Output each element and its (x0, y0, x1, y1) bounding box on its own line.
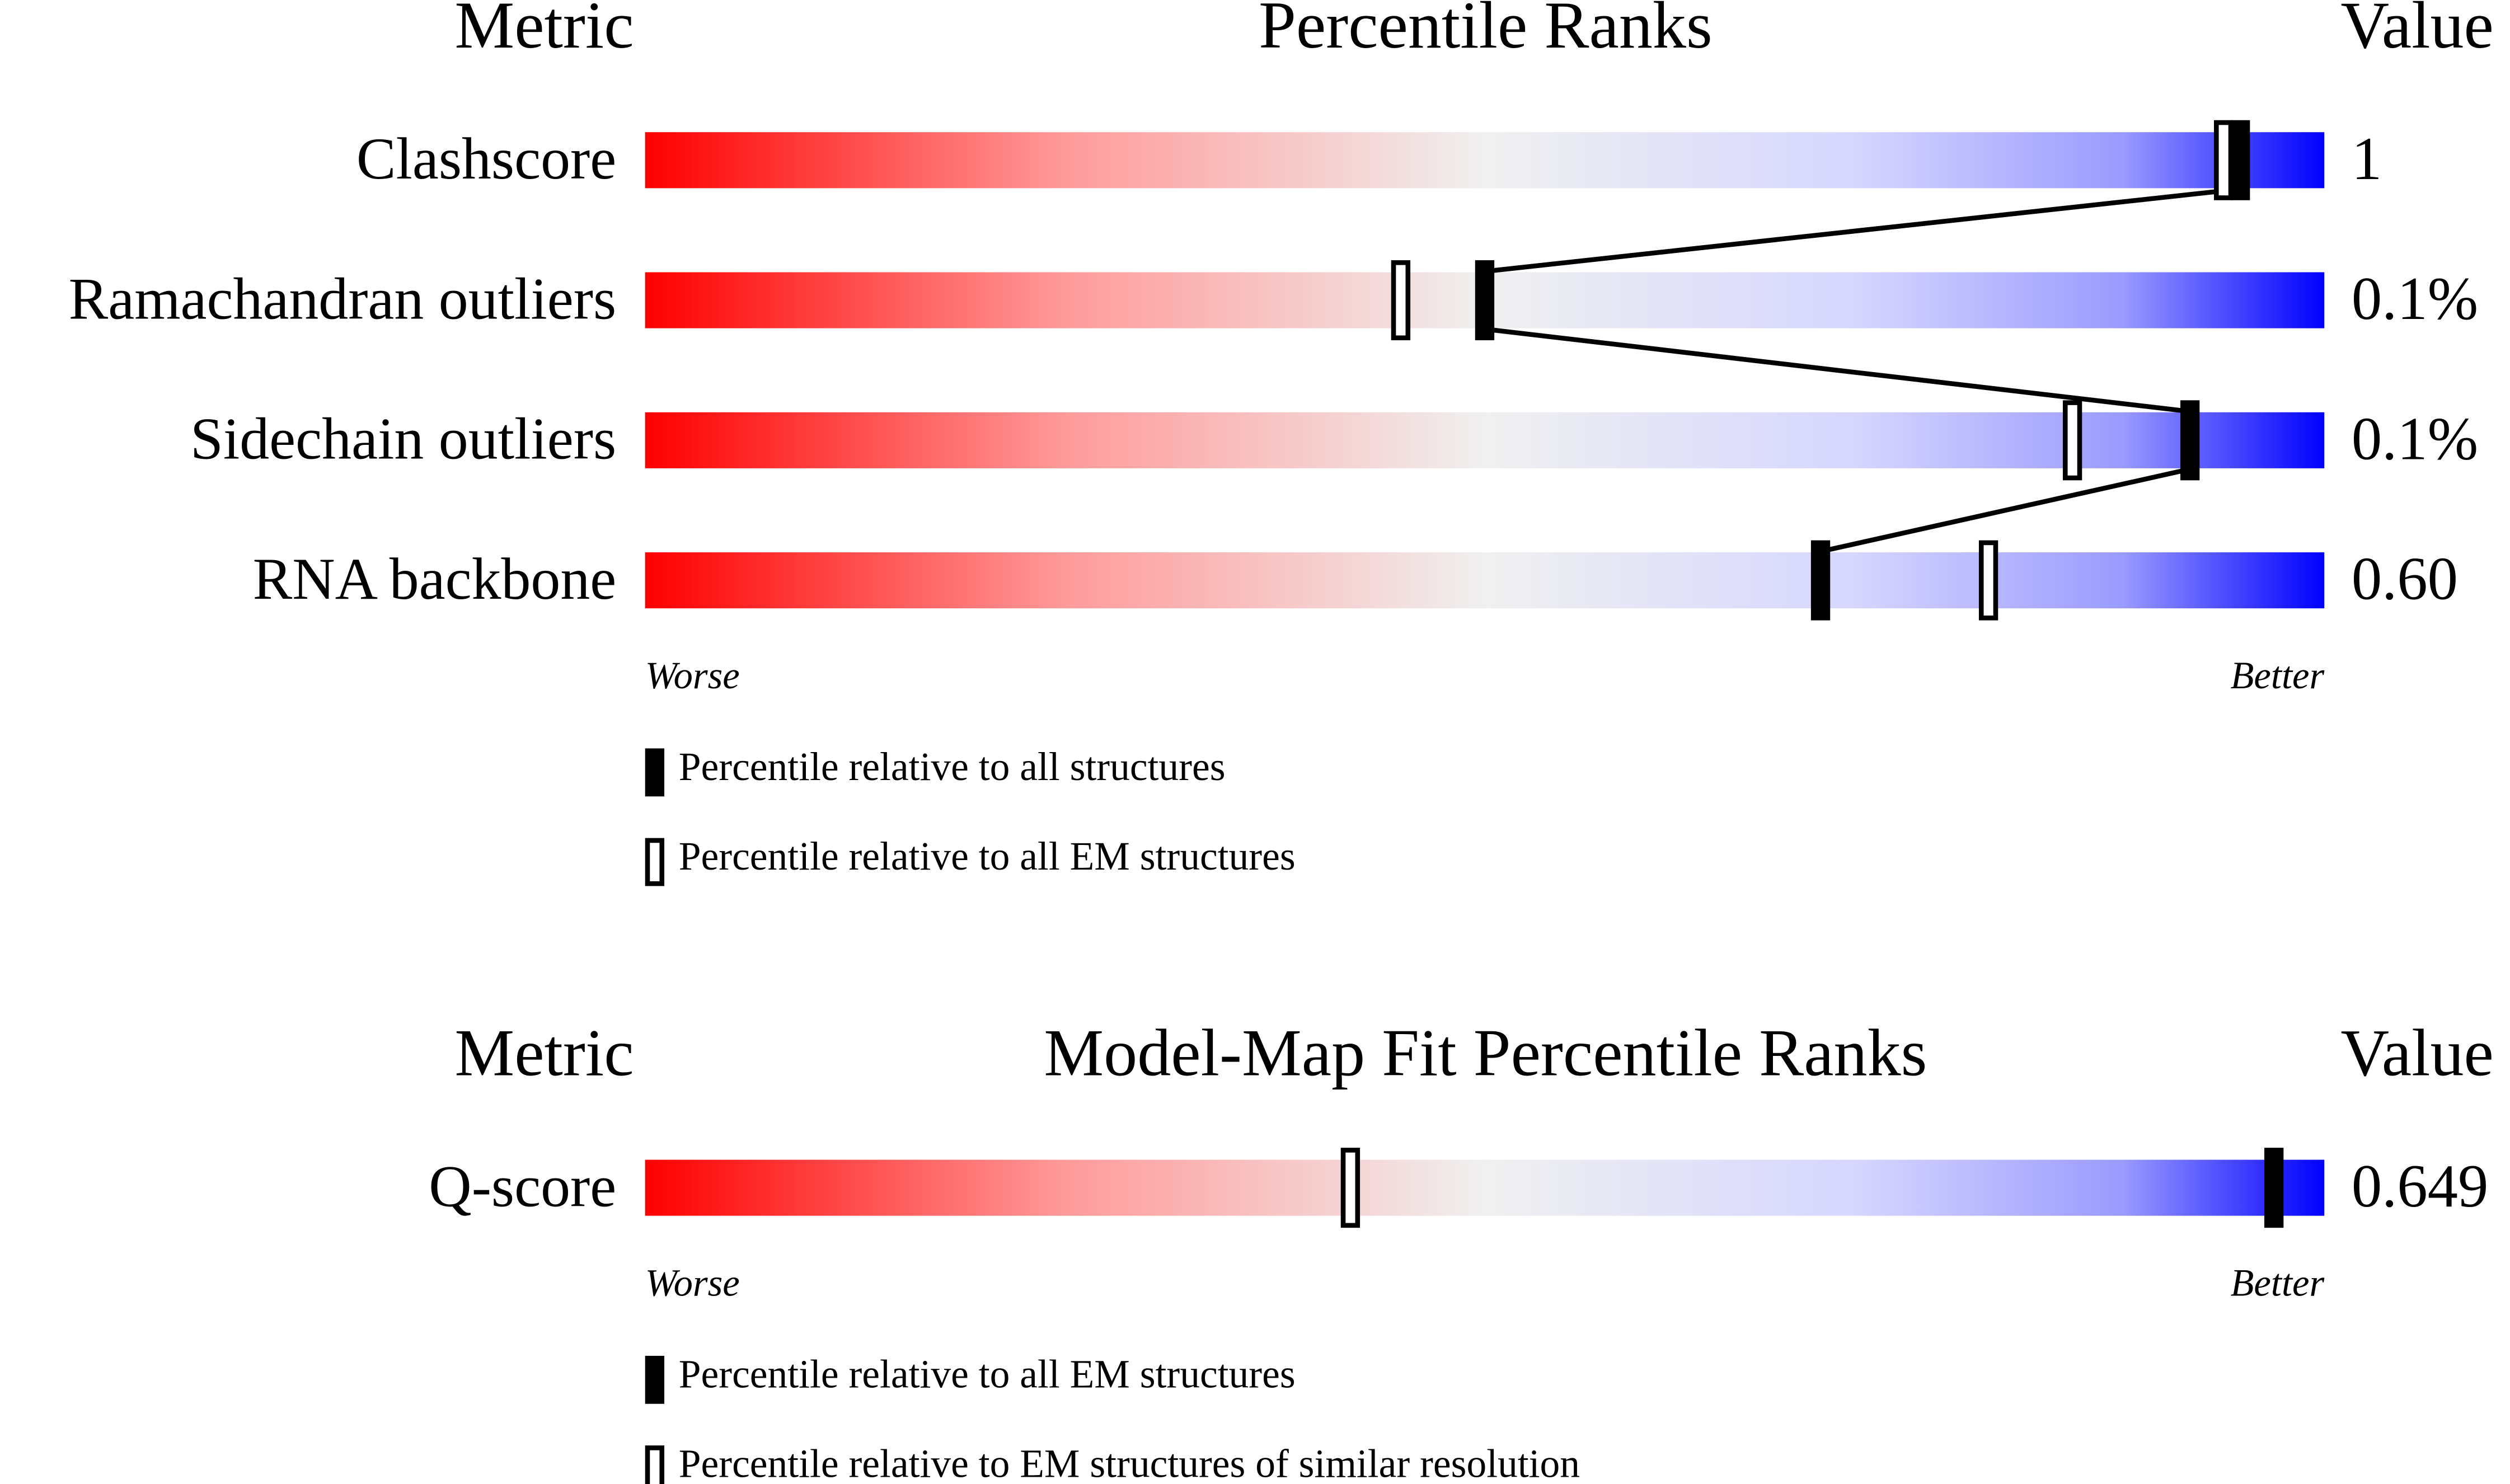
metric-name: Ramachandran outliers (69, 266, 617, 331)
legend-filled-marker (645, 1355, 665, 1404)
connector-line (1484, 326, 2190, 414)
metric-name: Q-score (429, 1153, 616, 1219)
header-value: Value (2340, 0, 2494, 62)
metric-value: 0.1% (2352, 405, 2478, 472)
open-marker (2214, 120, 2234, 200)
header-value: Value (2340, 1015, 2494, 1089)
metric-value: 0.60 (2352, 545, 2458, 613)
connector-line (1820, 467, 2191, 554)
header-title: Model-Map Fit Percentile Ranks (1044, 1015, 1927, 1089)
gradient-bar (645, 412, 2325, 468)
gradient-bar (645, 552, 2325, 609)
legend-filled-text: Percentile relative to all structures (679, 745, 1226, 789)
legend-open-text: Percentile relative to EM structures of … (679, 1442, 1580, 1484)
filled-marker (1475, 260, 1495, 341)
header-metric: Metric (454, 1015, 634, 1089)
metric-value: 0.1% (2352, 265, 2478, 332)
header-metric: Metric (454, 0, 634, 62)
gradient-bar (645, 1159, 2325, 1216)
worse-label: Worse (645, 654, 740, 697)
metric-name: Clashscore (356, 126, 616, 191)
metric-name: Sidechain outliers (190, 406, 616, 472)
worse-label: Worse (645, 1262, 740, 1304)
open-marker (1978, 540, 1998, 621)
open-marker (1391, 260, 1411, 341)
legend-open-marker (645, 838, 665, 886)
legend-open-text: Percentile relative to all EM structures (679, 834, 1296, 879)
better-label: Better (2231, 1262, 2325, 1304)
metric-value: 1 (2352, 125, 2382, 192)
metric-name: RNA backbone (253, 546, 617, 612)
gradient-bar (645, 132, 2325, 189)
legend-open-marker (645, 1445, 665, 1484)
filled-marker (2231, 120, 2250, 200)
legend-filled-text: Percentile relative to all EM structures (679, 1352, 1296, 1396)
open-marker (1340, 1148, 1360, 1228)
connector-line (1484, 186, 2241, 274)
filled-marker (2264, 1148, 2284, 1228)
better-label: Better (2231, 654, 2325, 697)
metric-value: 0.649 (2352, 1152, 2489, 1220)
header-title: Percentile Ranks (1259, 0, 1713, 62)
filled-marker (2180, 400, 2200, 481)
open-marker (2062, 400, 2082, 481)
filled-marker (1810, 540, 1831, 621)
legend-filled-marker (645, 748, 665, 797)
